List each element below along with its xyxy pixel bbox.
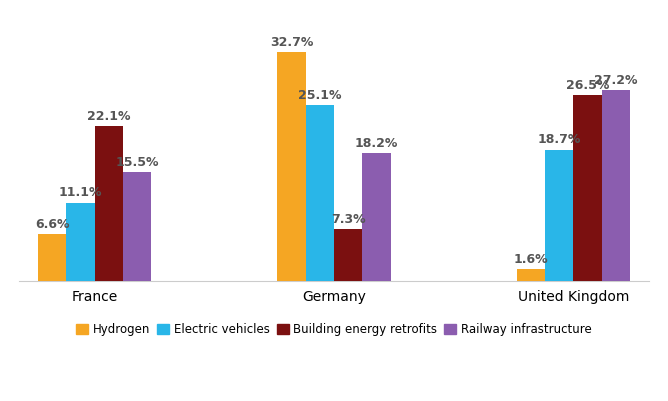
Bar [123,172,151,281]
Bar [362,153,391,281]
Text: 25.1%: 25.1% [298,89,341,101]
Text: 6.6%: 6.6% [35,218,69,231]
Text: 22.1%: 22.1% [87,109,130,123]
Text: 18.2%: 18.2% [355,137,398,150]
Bar [573,95,602,281]
Text: 27.2%: 27.2% [594,74,637,87]
Bar [545,150,573,281]
Bar [334,229,362,281]
Text: 7.3%: 7.3% [331,213,365,226]
Text: 15.5%: 15.5% [116,156,159,169]
Text: 1.6%: 1.6% [514,253,548,266]
Text: 11.1%: 11.1% [59,186,102,199]
Bar [38,235,66,281]
Bar [277,52,306,281]
Text: 32.7%: 32.7% [270,36,313,49]
Bar [66,203,95,281]
Legend: Hydrogen, Electric vehicles, Building energy retrofits, Railway infrastructure: Hydrogen, Electric vehicles, Building en… [71,318,597,341]
Bar [517,269,545,281]
Text: 26.5%: 26.5% [566,79,609,92]
Bar [602,91,630,281]
Bar [95,126,123,281]
Text: 18.7%: 18.7% [538,134,581,146]
Bar [306,105,334,281]
